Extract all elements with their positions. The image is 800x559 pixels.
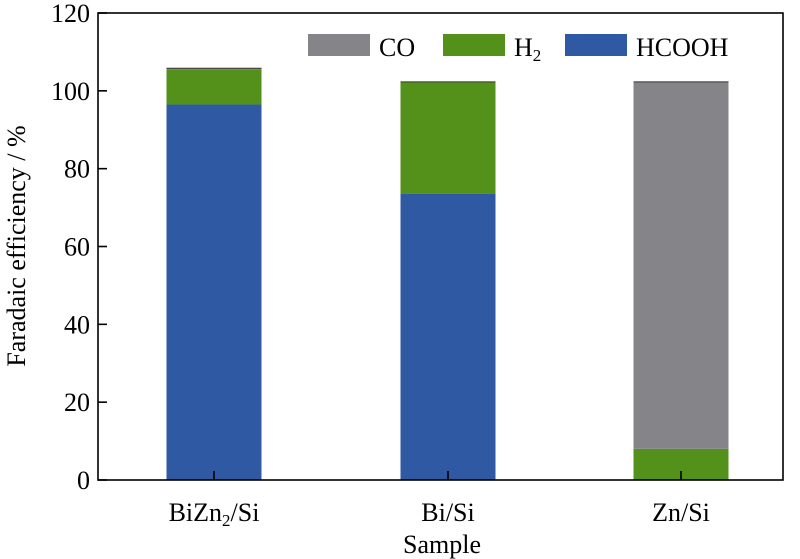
legend-swatch-hcooh <box>565 34 627 56</box>
legend-label-hcooh: HCOOH <box>636 33 729 62</box>
x-tick-label: Zn/Si <box>652 498 710 527</box>
y-tick-label: 80 <box>64 155 90 184</box>
y-tick-label: 100 <box>51 77 90 106</box>
y-axis-label: Faradaic efficiency / % <box>2 125 31 366</box>
bar-segment-co-3 <box>633 81 729 449</box>
bar-segment-hcooh-2 <box>400 193 496 480</box>
y-tick-label: 60 <box>64 233 90 262</box>
y-tick-label: 20 <box>64 388 90 417</box>
y-axis: 0 20 40 60 80 100 120 <box>51 0 107 495</box>
x-tick-label: Bi/Si <box>421 498 474 527</box>
legend-swatch-co <box>308 34 370 56</box>
bar-segment-h2-2 <box>400 81 496 194</box>
y-tick-label: 0 <box>77 466 90 495</box>
bar-segment-h2-1 <box>166 69 262 105</box>
legend-label-h2: H2 <box>514 33 541 65</box>
x-axis-label: Sample <box>403 530 481 559</box>
bar-segment-co-1 <box>166 68 262 70</box>
x-tick-label: BiZn2/Si <box>169 498 260 530</box>
bars-group <box>166 67 729 481</box>
legend-swatch-h2 <box>443 34 505 56</box>
y-tick-label: 40 <box>64 310 90 339</box>
legend-label-co: CO <box>379 33 415 62</box>
x-axis: BiZn2/Si Bi/Si Zn/Si <box>169 471 710 530</box>
bar-segment-hcooh-1 <box>166 104 262 481</box>
legend: CO H2 HCOOH <box>308 33 729 65</box>
y-tick-label: 120 <box>51 0 90 28</box>
